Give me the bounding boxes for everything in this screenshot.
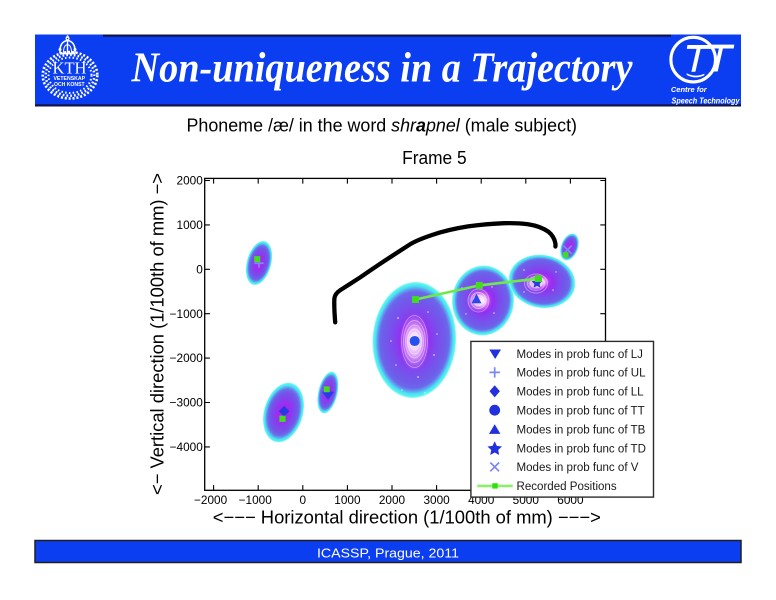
svg-text:Modes in prob func of TD: Modes in prob func of TD [517,443,646,455]
svg-text:Frame 5: Frame 5 [402,147,467,168]
svg-text:2000: 2000 [379,493,406,507]
svg-text:−2000: −2000 [170,351,204,365]
svg-text:ICASSP, Prague, 2011: ICASSP, Prague, 2011 [317,546,459,560]
svg-text:Non-uniqueness in a Trajectory: Non-uniqueness in a Trajectory [131,45,633,92]
svg-text:<− Vertical direction (1/100th: <− Vertical direction (1/100th of mm) −> [147,173,168,495]
svg-text:3000: 3000 [423,493,450,507]
svg-text:−1000: −1000 [170,307,204,321]
svg-text:0: 0 [300,493,307,507]
svg-text:Modes in prob func of V: Modes in prob func of V [517,462,639,474]
svg-text:<−−− Horizontal direction (1/1: <−−− Horizontal direction (1/100th of mm… [213,507,601,528]
svg-text:1000: 1000 [334,493,361,507]
svg-text:OCH KONST: OCH KONST [54,82,85,88]
svg-text:−4000: −4000 [170,440,204,454]
svg-text:Modes in prob func of LJ: Modes in prob func of LJ [517,349,643,361]
svg-text:Recorded Positions: Recorded Positions [517,481,617,493]
svg-text:VETENSKAP: VETENSKAP [53,76,85,82]
svg-text:2000: 2000 [177,174,204,188]
svg-text:1000: 1000 [177,218,204,232]
svg-text:Centre for: Centre for [671,85,708,94]
svg-text:Modes in prob func of TB: Modes in prob func of TB [517,424,646,436]
svg-text:−1000: −1000 [239,493,273,507]
svg-text:KTH: KTH [53,58,87,77]
svg-text:Phoneme /æ/ in the word shrapn: Phoneme /æ/ in the word shrapnel (male s… [187,116,578,136]
svg-text:Modes in prob func of TT: Modes in prob func of TT [517,406,645,418]
svg-text:0: 0 [196,262,203,276]
svg-text:Speech Technology: Speech Technology [672,96,741,106]
svg-text:Modes in prob func of LL: Modes in prob func of LL [517,387,645,399]
svg-text:−2000: −2000 [194,493,228,507]
svg-text:−3000: −3000 [170,396,204,410]
svg-text:Modes in prob func of UL: Modes in prob func of UL [517,368,647,380]
